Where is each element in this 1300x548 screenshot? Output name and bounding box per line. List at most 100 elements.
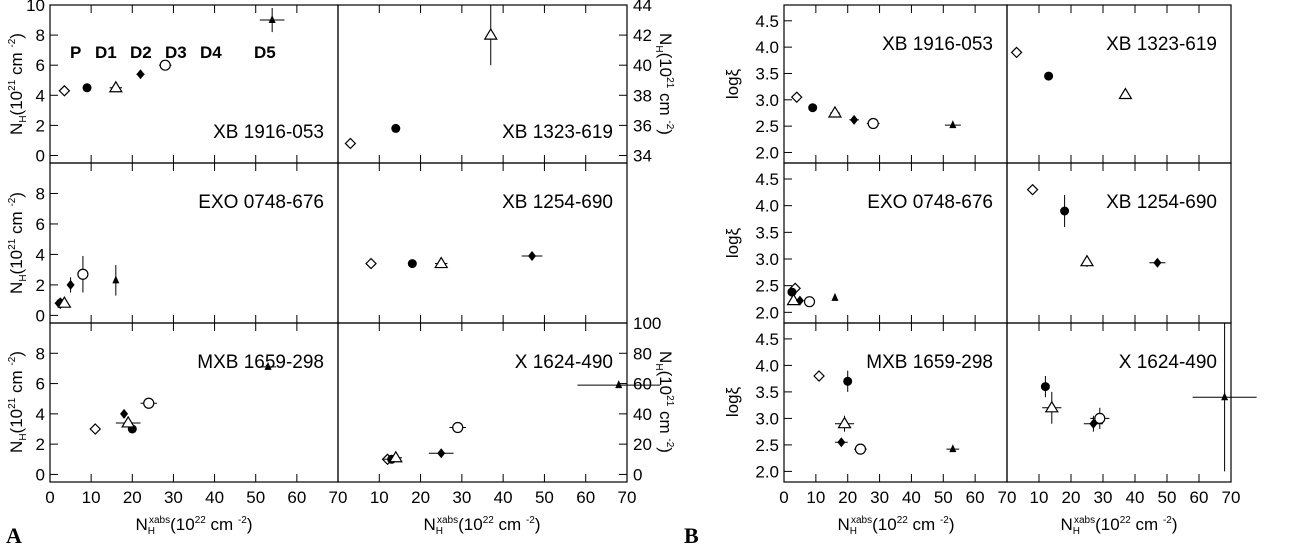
data-point-d2 bbox=[115, 415, 141, 428]
data-point-d3 bbox=[1149, 257, 1166, 268]
y-tick-label: 2.0 bbox=[755, 462, 779, 481]
marker-d3 bbox=[1153, 257, 1162, 268]
y-tick-label: 40 bbox=[633, 56, 652, 75]
y-tick-label: 2.5 bbox=[755, 436, 779, 455]
y-tick-label: 8 bbox=[36, 184, 45, 203]
point-label-d5: D5 bbox=[254, 43, 276, 62]
panel-title: X 1624-490 bbox=[515, 352, 613, 373]
data-point-d4 bbox=[803, 296, 816, 308]
marker-d2 bbox=[827, 105, 843, 118]
y-axis-label-logxi-row2: logξ bbox=[723, 227, 742, 258]
data-point-d5 bbox=[1192, 323, 1257, 472]
data-point-d4 bbox=[854, 443, 867, 455]
marker-d4 bbox=[854, 443, 867, 455]
labels-layer: A B P D1 D2 D3 D4 D5 bbox=[6, 43, 699, 548]
y-tick-label: 4.5 bbox=[755, 12, 779, 31]
marker-d2 bbox=[57, 296, 72, 308]
x-tick-label: 10 bbox=[370, 488, 389, 507]
x-tick-label: 70 bbox=[1222, 488, 1241, 507]
y-tick-label: 4.0 bbox=[755, 356, 779, 375]
y-tick-label: 6 bbox=[36, 56, 45, 75]
panel-title: XB 1323-619 bbox=[1106, 34, 1217, 55]
data-point-d4 bbox=[159, 59, 172, 71]
y-axis-label-row1-left: NH(1021 cm -2) bbox=[7, 33, 29, 135]
data-point-d2 bbox=[483, 5, 498, 66]
marker-d2 bbox=[108, 80, 123, 93]
y-tick-label: 6 bbox=[36, 375, 45, 394]
marker-d1 bbox=[787, 287, 797, 297]
marker-p bbox=[813, 370, 825, 382]
y-tick-label: 4 bbox=[36, 86, 45, 105]
marker-p bbox=[58, 84, 71, 97]
x-tick-label: 20 bbox=[411, 488, 430, 507]
panel-11: 0 10 20 30 40 50 60 70 2.0 2.5 3.0 3.5 4.0 4.5 MXB 165… bbox=[755, 322, 1017, 507]
data-point-d2 bbox=[834, 415, 855, 432]
x-axis-label-b-left: NHxabs(1022 cm -2) bbox=[837, 515, 954, 537]
data-point-p bbox=[344, 137, 357, 150]
panel-title: MXB 1659-298 bbox=[866, 352, 993, 373]
data-point-d3 bbox=[834, 437, 848, 448]
marker-d5 bbox=[949, 444, 957, 453]
x-tick-label: 30 bbox=[452, 488, 471, 507]
marker-p bbox=[365, 257, 377, 270]
panel-6: 10 20 30 40 50 60 70 0 20 40 60 80 100 X 1624-490 bbox=[337, 314, 661, 507]
marker-p bbox=[790, 91, 803, 104]
y-tick-label: 20 bbox=[633, 435, 652, 454]
panel-title: XB 1323-619 bbox=[502, 122, 613, 143]
marker-d4 bbox=[452, 421, 464, 434]
data-point-d2 bbox=[786, 293, 801, 306]
y-tick-label: 3.0 bbox=[755, 91, 779, 110]
marker-d3 bbox=[437, 448, 446, 459]
data-point-p bbox=[813, 370, 825, 382]
panel-title: EXO 0748-676 bbox=[867, 192, 993, 213]
data-point-d5 bbox=[112, 265, 120, 296]
panel-2: 34 36 38 40 42 44 XB 1323-619 bbox=[337, 0, 652, 165]
x-tick-label: 70 bbox=[618, 488, 637, 507]
data-point-d1 bbox=[1040, 376, 1050, 398]
marker-d2 bbox=[388, 450, 403, 463]
data-point-d2 bbox=[57, 296, 72, 308]
marker-d3 bbox=[528, 250, 537, 261]
panel-1: 0 2 4 6 8 10 XB 1916-053 bbox=[26, 0, 339, 165]
data-point-d1 bbox=[391, 123, 401, 133]
data-point-d1 bbox=[808, 103, 818, 113]
y-tick-label: 100 bbox=[633, 314, 661, 333]
data-point-d5 bbox=[259, 8, 285, 33]
data-point-d4 bbox=[866, 117, 880, 130]
marker-d2 bbox=[483, 27, 498, 40]
x-tick-label: 30 bbox=[1094, 488, 1113, 507]
marker-d2 bbox=[837, 416, 852, 429]
marker-d4 bbox=[803, 296, 816, 308]
panel-title: EXO 0748-676 bbox=[198, 192, 324, 213]
panel-frame bbox=[337, 322, 628, 483]
x-tick-label: 50 bbox=[246, 488, 265, 507]
marker-d5 bbox=[1221, 392, 1229, 401]
data-point-d2 bbox=[1042, 391, 1062, 424]
panel-frame bbox=[1006, 4, 1232, 164]
marker-d2 bbox=[786, 293, 801, 306]
y-tick-label: 2 bbox=[36, 116, 45, 135]
x-tick-label: 60 bbox=[966, 488, 985, 507]
y-tick-label: 2 bbox=[36, 276, 45, 295]
data-point-p bbox=[1026, 183, 1039, 196]
data-point-d5 bbox=[944, 120, 961, 129]
marker-d2 bbox=[1044, 400, 1059, 413]
y-axis-label-logxi-row3: logξ bbox=[723, 386, 742, 417]
marker-p bbox=[89, 423, 102, 435]
point-label-p: P bbox=[70, 43, 81, 62]
marker-d4 bbox=[143, 397, 155, 409]
point-label-d2: D2 bbox=[130, 43, 152, 62]
y-tick-label: 3.0 bbox=[755, 409, 779, 428]
data-point-p bbox=[365, 257, 377, 270]
data-point-d2 bbox=[108, 80, 123, 93]
panel-9: 2.0 2.5 3.0 3.5 4.0 4.5 EXO 0748-676 bbox=[755, 162, 1008, 324]
y-tick-label: 4.0 bbox=[755, 38, 779, 57]
data-point-d3 bbox=[849, 114, 859, 125]
figure-letter-b: B bbox=[684, 523, 699, 548]
marker-d1 bbox=[82, 83, 92, 93]
marker-d2 bbox=[1118, 87, 1133, 100]
y-tick-label: 0 bbox=[36, 306, 45, 325]
x-tick-label: 70 bbox=[998, 488, 1017, 507]
x-tick-label: 50 bbox=[934, 488, 953, 507]
